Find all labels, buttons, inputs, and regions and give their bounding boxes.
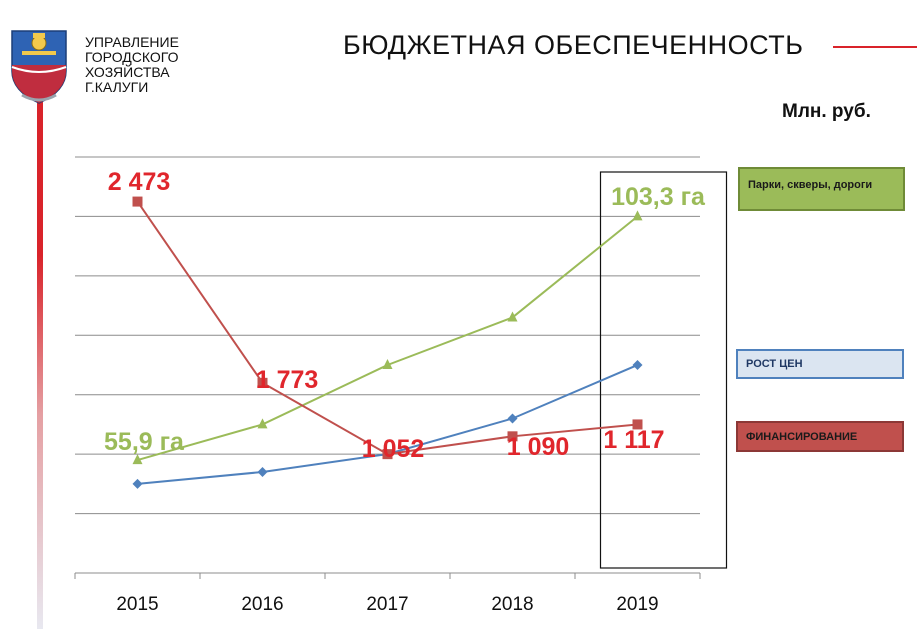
- data-point-funding: [132, 196, 143, 207]
- x-tick-label: 2016: [241, 594, 283, 615]
- x-tick-label: 2015: [116, 594, 158, 615]
- data-label-funding: 1 090: [507, 433, 570, 461]
- series-line-prices: [137, 364, 638, 485]
- data-point-parks: [382, 359, 393, 369]
- data-point-parks: [507, 311, 518, 322]
- data-label-funding: 2 473: [108, 168, 171, 196]
- org-line-4: Г.КАЛУГИ: [85, 79, 149, 95]
- data-point-prices: [632, 360, 643, 370]
- organization-name: УПРАВЛЕНИЕ ГОРОДСКОГО ХОЗЯЙСТВА Г.КАЛУГИ: [85, 35, 179, 95]
- org-line-3: ХОЗЯЙСТВА: [85, 64, 170, 80]
- data-label-funding: 1 773: [256, 366, 319, 394]
- x-tick-label: 2019: [616, 594, 658, 615]
- data-label-funding: 1 052: [362, 435, 425, 463]
- highlight-frame: [599, 171, 728, 569]
- data-point-funding: [632, 419, 643, 430]
- legend-item-prices: РОСТ ЦЕН: [736, 349, 904, 379]
- data-point-parks: [632, 210, 643, 221]
- data-label-parks: 103,3 га: [611, 183, 706, 211]
- legend-item-funding: ФИНАНСИРОВАНИЕ: [736, 421, 904, 452]
- data-label-parks: 55,9 га: [104, 428, 185, 456]
- x-tick-label: 2017: [366, 594, 408, 615]
- data-point-funding: [257, 377, 268, 388]
- data-point-parks: [132, 454, 143, 465]
- data-point-prices: [132, 478, 143, 489]
- legend-label-prices: РОСТ ЦЕН: [746, 358, 803, 370]
- data-point-funding: [507, 431, 518, 442]
- data-point-parks: [257, 418, 268, 429]
- data-point-prices: [507, 413, 518, 424]
- legend-label-funding: ФИНАНСИРОВАНИЕ: [746, 430, 858, 443]
- units-label: Млн. руб.: [782, 101, 871, 122]
- title-underline: [833, 46, 917, 48]
- data-label-funding: 1 117: [603, 426, 664, 454]
- data-point-funding: [382, 449, 393, 460]
- org-line-1: УПРАВЛЕНИЕ: [85, 34, 179, 50]
- x-tick-label: 2018: [491, 594, 533, 615]
- series-line-funding: [136, 201, 638, 456]
- data-point-prices: [257, 466, 268, 477]
- legend-label-parks: Парки, скверы, дороги: [748, 179, 873, 191]
- kaluga-coat-of-arms-icon: [11, 30, 67, 104]
- legend-item-parks: Парки, скверы, дороги: [738, 167, 905, 211]
- org-line-2: ГОРОДСКОГО: [85, 49, 179, 65]
- page-title: БЮДЖЕТНАЯ ОБЕСПЕЧЕННОСТЬ: [343, 30, 804, 60]
- side-accent-bar: [37, 95, 43, 629]
- series-line-parks: [137, 215, 639, 462]
